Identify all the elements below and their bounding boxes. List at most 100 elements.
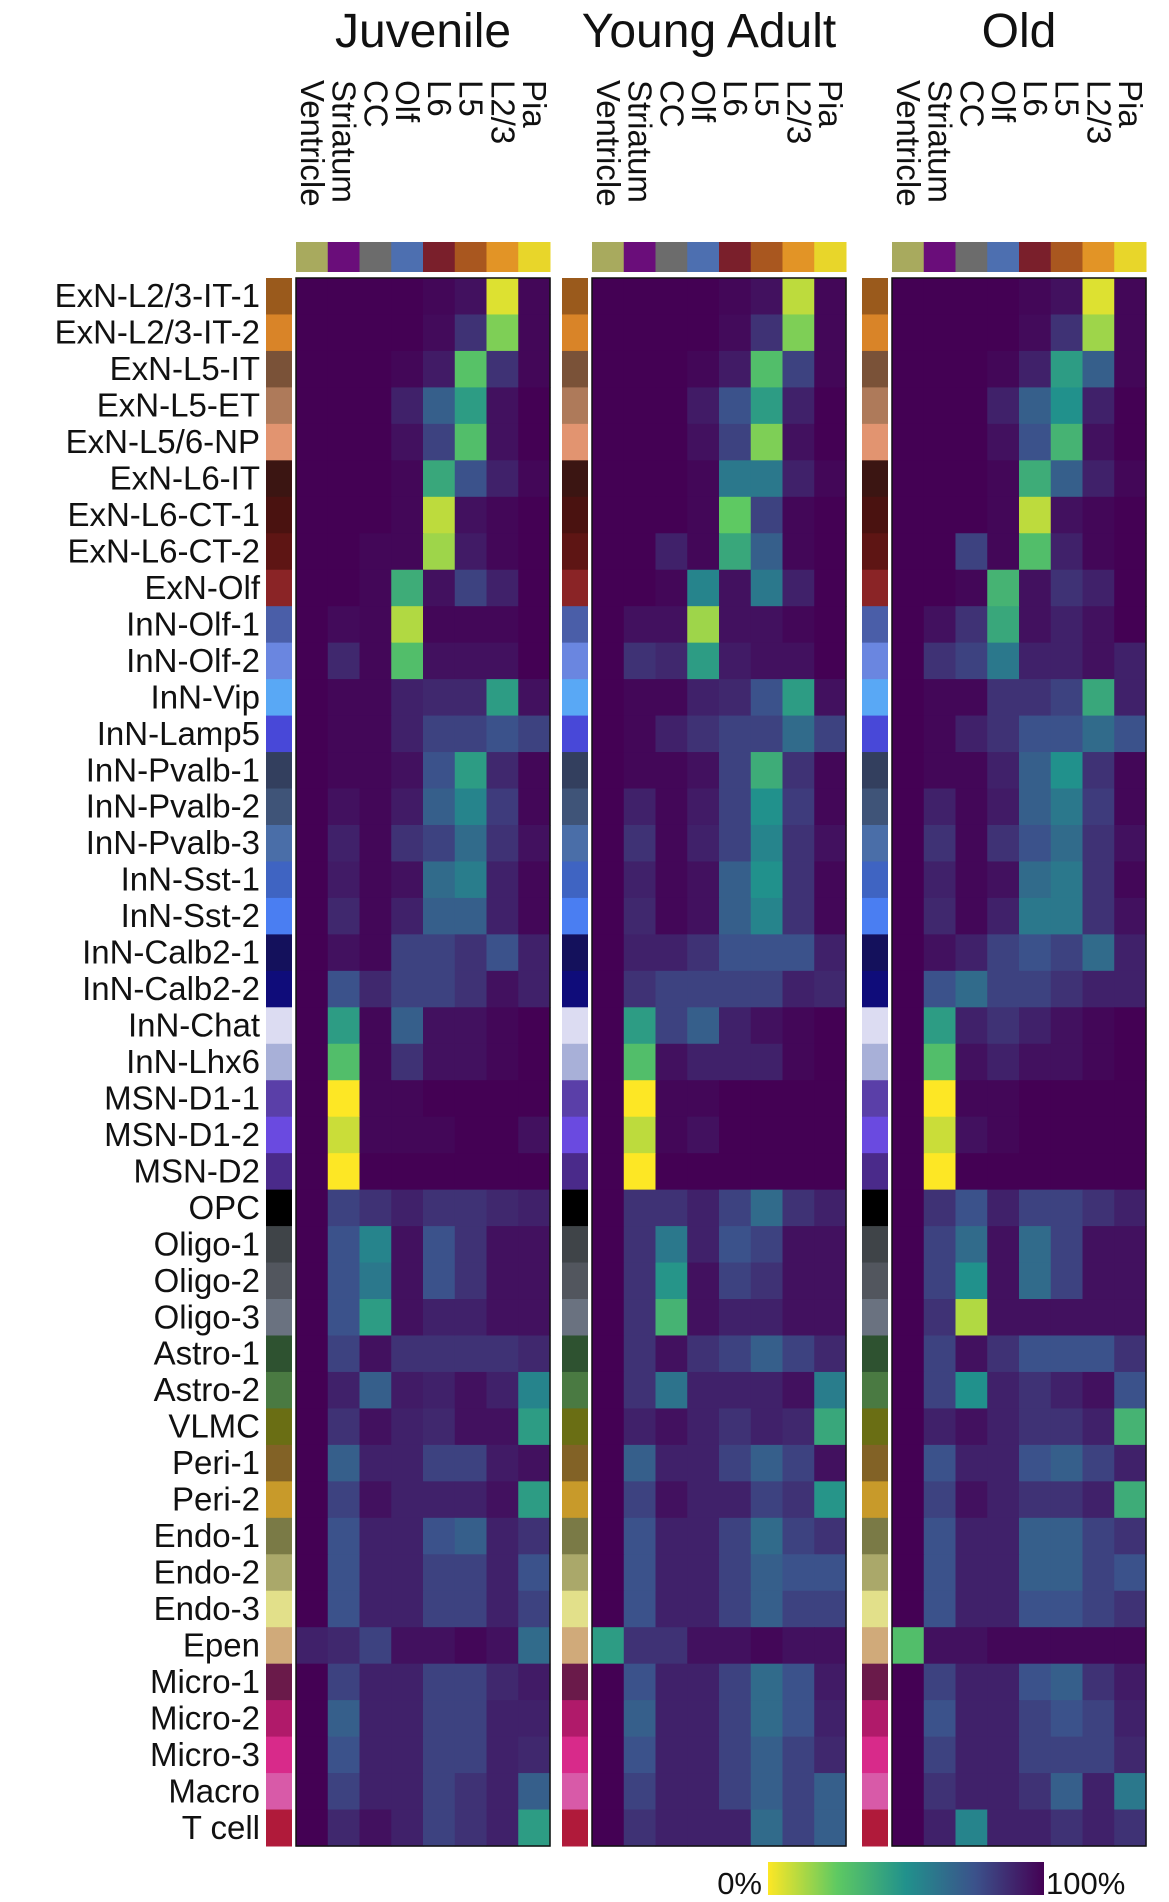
heatmap-cell — [623, 1226, 657, 1264]
heatmap-cell — [623, 752, 657, 790]
heatmap-cell — [923, 1262, 957, 1300]
heatmap-cell — [987, 788, 1020, 826]
heatmap-cell — [719, 1590, 752, 1628]
heatmap-cell — [655, 970, 688, 1008]
heatmap-cell — [1019, 642, 1052, 680]
heatmap-cell — [687, 824, 720, 863]
heatmap-cell — [1019, 569, 1052, 607]
heatmap-cell — [892, 752, 925, 790]
heatmap-cell — [655, 715, 688, 753]
heatmap-cell — [955, 642, 988, 680]
heatmap-cell — [359, 460, 392, 498]
panel-frame — [891, 277, 1147, 1847]
heatmap-cell — [782, 861, 815, 899]
heatmap-cell — [518, 1773, 551, 1811]
heatmap-cell — [1050, 533, 1084, 571]
heatmap-cell — [923, 715, 957, 753]
heatmap-cell — [359, 1627, 392, 1665]
row-label-epen: Epen — [183, 1626, 260, 1663]
heatmap-cell — [518, 1371, 551, 1410]
row-color-inn-vip — [862, 679, 888, 717]
heatmap-cell — [1019, 606, 1052, 644]
heatmap-cell — [391, 1736, 424, 1774]
heatmap-cell — [687, 1481, 720, 1519]
heatmap-cell — [327, 642, 361, 680]
heatmap-cell — [655, 278, 688, 316]
heatmap-cell — [892, 496, 925, 534]
heatmap-cell — [454, 1116, 488, 1154]
heatmap-cell — [592, 1371, 625, 1410]
heatmap-cell — [518, 1335, 551, 1373]
heatmap-cell — [687, 496, 720, 534]
heatmap-cell — [655, 1116, 688, 1154]
row-label-micro-3: Micro-3 — [150, 1736, 260, 1773]
heatmap-cell — [423, 1809, 456, 1847]
heatmap-cell — [327, 533, 361, 571]
heatmap-cell — [1082, 1736, 1115, 1774]
heatmap-cell — [592, 1517, 625, 1555]
heatmap-cell — [687, 1736, 720, 1774]
heatmap-cell — [923, 1627, 957, 1665]
heatmap-cell — [518, 1262, 551, 1300]
heatmap-cell — [623, 1116, 657, 1154]
heatmap-cell — [1114, 824, 1147, 863]
heatmap-cell — [1019, 1554, 1052, 1592]
col-label-ventricle: Ventricle — [294, 80, 331, 207]
heatmap-cell — [1114, 606, 1147, 644]
col-label-striatum: Striatum — [326, 80, 363, 203]
heatmap-cell — [296, 278, 329, 316]
heatmap-cell — [892, 1043, 925, 1081]
heatmap-cell — [592, 1335, 625, 1373]
row-color-inn-calb2-2 — [266, 970, 292, 1008]
row-label-exn-l6-ct-2: ExN-L6-CT-2 — [67, 532, 260, 569]
row-color-inn-chat — [862, 1007, 888, 1045]
heatmap-cell — [923, 569, 957, 607]
row-color-inn-calb2-2 — [862, 970, 888, 1008]
row-color-exn-l2-3-it-2 — [562, 314, 588, 352]
heatmap-cell — [1050, 897, 1084, 935]
heatmap-cell — [750, 496, 784, 534]
heatmap-cell — [750, 1153, 784, 1191]
heatmap-cell — [655, 752, 688, 790]
heatmap-cell — [1019, 679, 1052, 717]
heatmap-cell — [1082, 569, 1115, 607]
heatmap-cell — [814, 679, 847, 717]
heatmap-cell — [955, 1809, 988, 1847]
heatmap-cell — [1082, 1517, 1115, 1555]
heatmap-cell — [454, 1043, 488, 1081]
row-color-exn-l2-3-it-2 — [862, 314, 888, 352]
heatmap-cell — [1082, 314, 1115, 352]
heatmap-cell — [518, 1189, 551, 1227]
heatmap-cell — [623, 1080, 657, 1118]
heatmap-cell — [719, 1554, 752, 1592]
heatmap-cell — [327, 1262, 361, 1300]
heatmap-cell — [423, 569, 456, 607]
heatmap-cell — [1019, 1153, 1052, 1191]
heatmap-cell — [359, 314, 392, 352]
heatmap-cell — [719, 1335, 752, 1373]
heatmap-cell — [423, 1773, 456, 1811]
heatmap-cell — [687, 387, 720, 425]
heatmap-cell — [423, 1554, 456, 1592]
heatmap-cell — [391, 934, 424, 972]
heatmap-cell — [750, 1663, 784, 1701]
heatmap-cell — [1114, 460, 1147, 498]
row-label-inn-calb2-2: InN-Calb2-2 — [82, 970, 260, 1007]
heatmap-cell — [655, 1444, 688, 1482]
row-label-inn-pvalb-1: InN-Pvalb-1 — [86, 751, 260, 788]
heatmap-cell — [782, 897, 815, 935]
heatmap-cell — [892, 1554, 925, 1592]
heatmap-cell — [782, 1335, 815, 1373]
heatmap-cell — [955, 1299, 988, 1337]
row-color-astro-1 — [862, 1335, 888, 1373]
heatmap-cell — [687, 1080, 720, 1118]
heatmap-cell — [750, 897, 784, 935]
heatmap-cell — [592, 533, 625, 571]
heatmap-cell — [486, 569, 519, 607]
heatmap-cell — [486, 1773, 519, 1811]
row-label-inn-lhx6: InN-Lhx6 — [126, 1043, 260, 1080]
heatmap-cell — [486, 1080, 519, 1118]
heatmap-cell — [719, 1444, 752, 1482]
heatmap-cell — [814, 387, 847, 425]
heatmap-cell — [1050, 1517, 1084, 1555]
